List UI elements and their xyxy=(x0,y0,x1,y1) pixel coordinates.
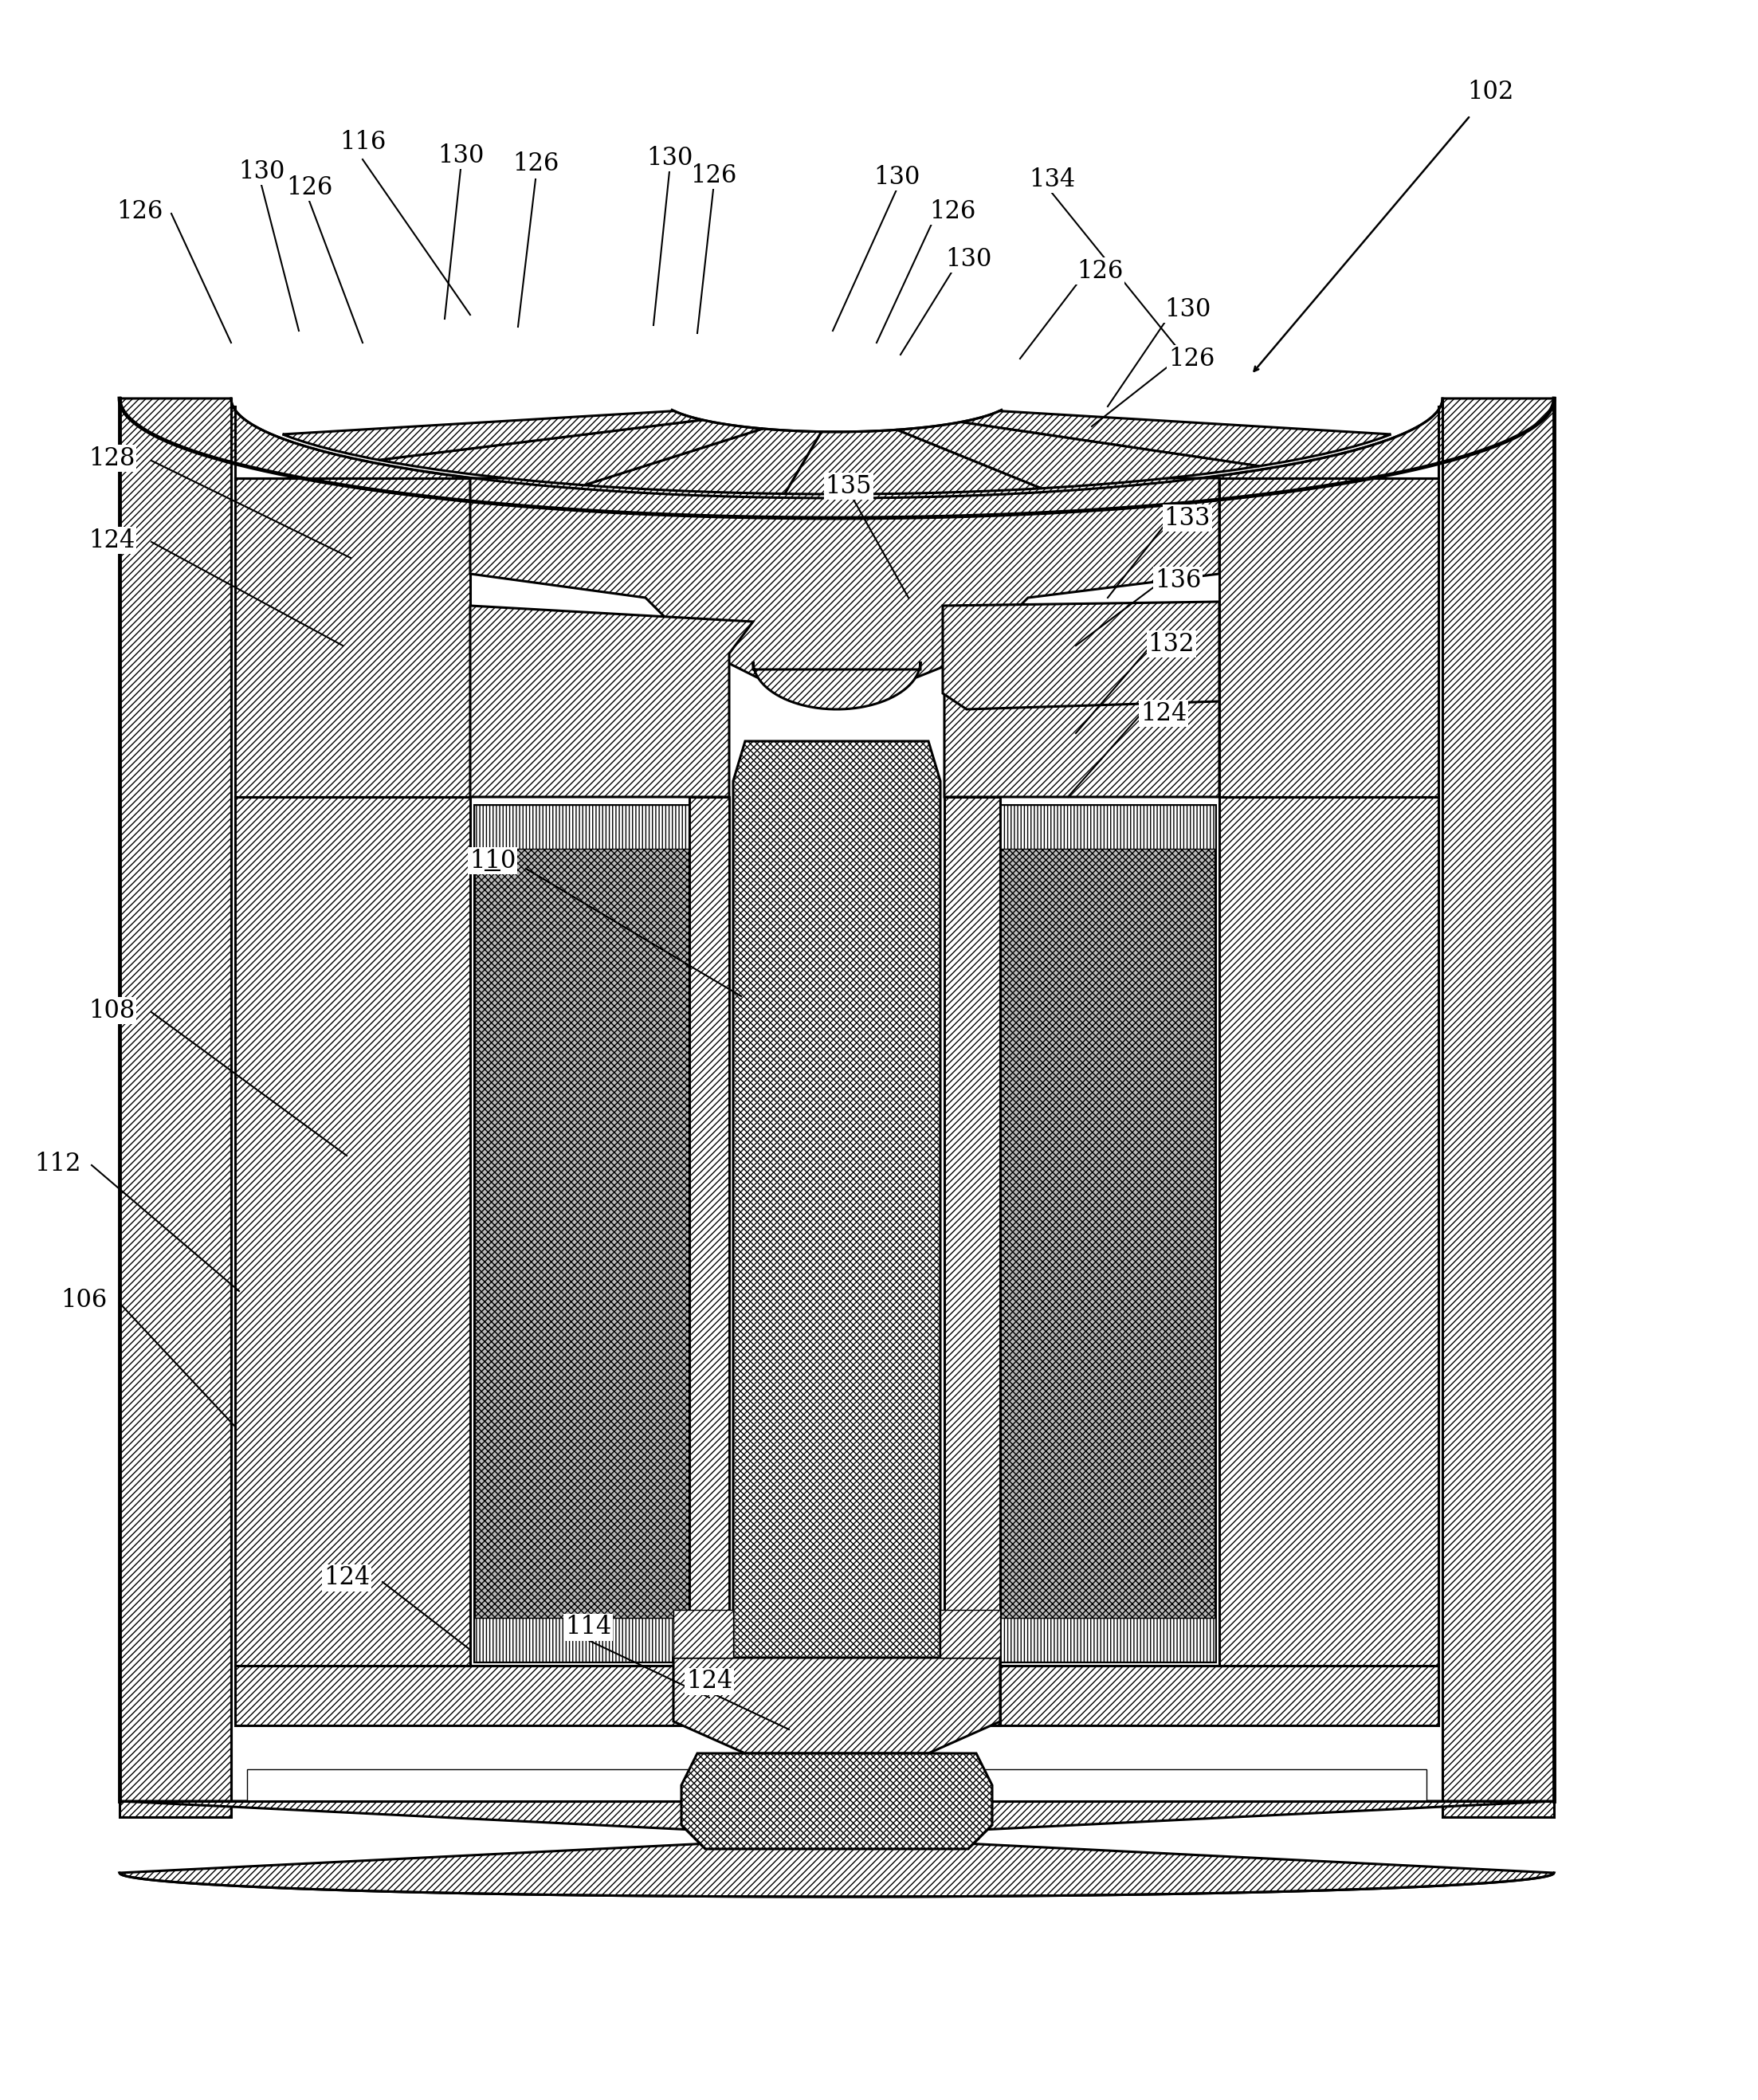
Text: 136: 136 xyxy=(1155,567,1201,592)
Polygon shape xyxy=(469,605,752,798)
Text: 126: 126 xyxy=(1076,258,1123,284)
Text: 126: 126 xyxy=(928,200,976,223)
Text: 110: 110 xyxy=(469,848,515,874)
Text: 124: 124 xyxy=(686,1670,733,1695)
Text: 130: 130 xyxy=(1164,296,1211,321)
Polygon shape xyxy=(733,741,941,1714)
Text: 124: 124 xyxy=(1141,701,1187,727)
Text: 134: 134 xyxy=(1028,168,1076,191)
Polygon shape xyxy=(120,1802,1554,1896)
Polygon shape xyxy=(120,399,230,1817)
Text: 128: 128 xyxy=(88,445,135,470)
Text: 124: 124 xyxy=(88,527,135,552)
Polygon shape xyxy=(941,1611,1000,1657)
Polygon shape xyxy=(236,1665,1438,1726)
Text: 114: 114 xyxy=(564,1615,612,1640)
Text: 126: 126 xyxy=(512,151,559,176)
Text: 112: 112 xyxy=(33,1151,81,1176)
Text: 124: 124 xyxy=(323,1567,369,1590)
Text: 130: 130 xyxy=(438,143,483,168)
Polygon shape xyxy=(1220,479,1438,798)
Polygon shape xyxy=(1442,399,1554,1817)
Polygon shape xyxy=(673,1657,1000,1753)
Text: 116: 116 xyxy=(339,130,385,153)
Polygon shape xyxy=(689,798,730,1665)
Polygon shape xyxy=(380,420,763,485)
Polygon shape xyxy=(236,798,469,1665)
Polygon shape xyxy=(673,1611,733,1657)
Text: 135: 135 xyxy=(826,475,872,498)
Text: 106: 106 xyxy=(60,1287,107,1312)
Polygon shape xyxy=(236,479,469,798)
Text: 130: 130 xyxy=(946,246,992,271)
Polygon shape xyxy=(1220,798,1438,1665)
Polygon shape xyxy=(682,1754,992,1848)
Text: 102: 102 xyxy=(1466,80,1514,105)
Polygon shape xyxy=(944,798,1000,1665)
Text: 108: 108 xyxy=(88,998,135,1023)
Polygon shape xyxy=(784,430,1041,493)
Text: 126: 126 xyxy=(689,164,737,187)
Polygon shape xyxy=(475,1617,689,1661)
Polygon shape xyxy=(469,479,1220,685)
Text: 132: 132 xyxy=(1148,632,1195,657)
Text: 130: 130 xyxy=(874,164,919,189)
Polygon shape xyxy=(584,428,821,493)
Polygon shape xyxy=(1000,1617,1215,1661)
Polygon shape xyxy=(248,1770,1426,1802)
Polygon shape xyxy=(960,412,1391,466)
Polygon shape xyxy=(944,605,1220,798)
Text: 130: 130 xyxy=(647,145,693,170)
Polygon shape xyxy=(1000,804,1215,848)
Polygon shape xyxy=(942,603,1220,710)
Polygon shape xyxy=(475,804,689,848)
Text: 126: 126 xyxy=(287,174,332,200)
Text: 130: 130 xyxy=(237,160,285,183)
Text: 133: 133 xyxy=(1164,506,1211,531)
Polygon shape xyxy=(689,1665,1000,1726)
Text: 126: 126 xyxy=(1167,347,1215,372)
Polygon shape xyxy=(752,662,921,710)
Polygon shape xyxy=(1000,804,1215,1661)
Polygon shape xyxy=(897,422,1259,489)
Polygon shape xyxy=(120,399,1554,519)
Polygon shape xyxy=(475,804,689,1661)
Text: 126: 126 xyxy=(116,200,163,223)
Polygon shape xyxy=(283,412,703,460)
